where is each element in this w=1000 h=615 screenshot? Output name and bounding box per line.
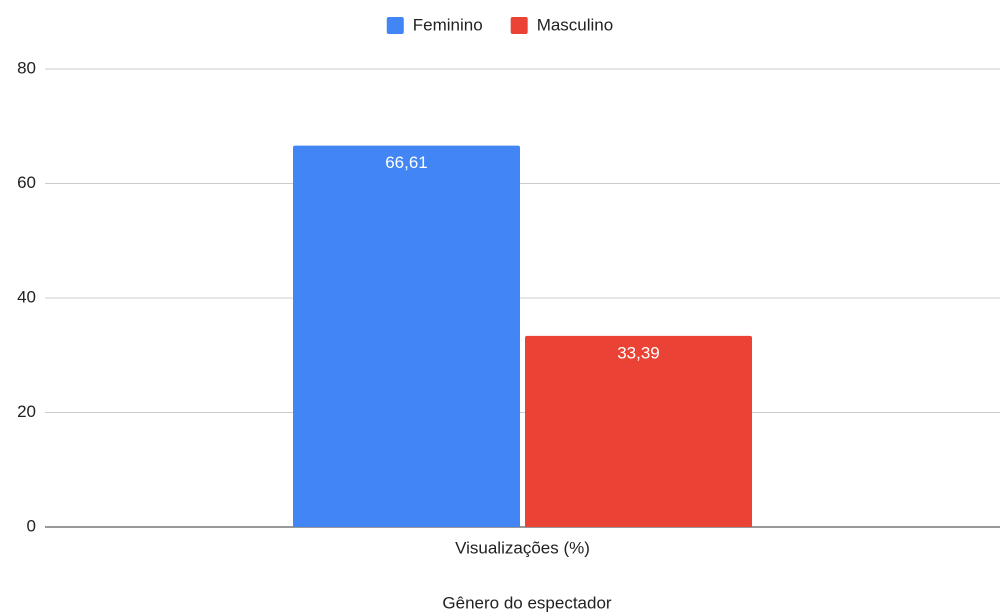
legend-label: Masculino [537,15,614,34]
value-label: 66,61 [385,153,428,172]
legend-swatch [510,17,528,34]
x-axis-title: Gênero do espectador [442,593,612,612]
x-tick-label: Visualizações (%) [455,538,590,557]
value-label: 33,39 [617,343,660,362]
y-tick-label: 40 [17,287,36,306]
bar [293,145,520,527]
y-tick-label: 80 [17,58,36,77]
y-tick-label: 20 [17,402,36,421]
legend-label: Feminino [413,15,483,34]
legend-swatch [386,17,404,34]
bar [525,335,752,527]
y-tick-label: 60 [17,173,36,192]
y-tick-label: 0 [27,516,36,535]
